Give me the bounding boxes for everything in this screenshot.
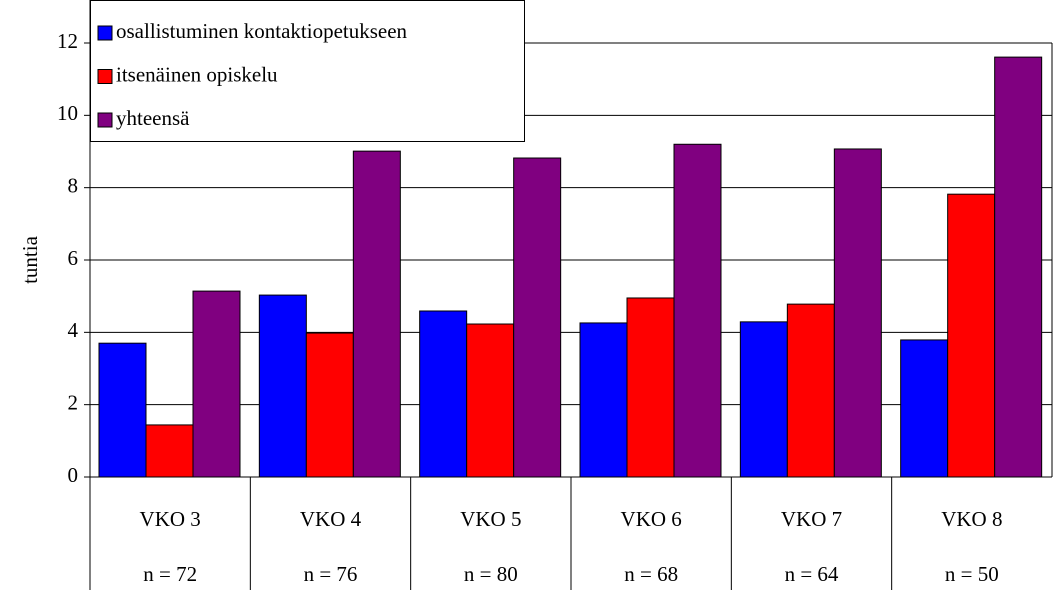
legend-label: yhteensä xyxy=(116,106,190,130)
y-tick-label: 10 xyxy=(57,101,78,125)
x-tick-label: VKO 6 xyxy=(621,507,682,531)
bar xyxy=(466,323,515,478)
n-label: n = 76 xyxy=(304,562,358,586)
bar xyxy=(145,424,194,478)
y-axis-label: tuntia xyxy=(18,235,42,284)
bar xyxy=(305,332,354,478)
legend-swatch xyxy=(97,25,113,41)
legend-swatch xyxy=(97,69,113,84)
bar xyxy=(786,303,835,478)
y-tick-label: 4 xyxy=(68,318,79,342)
bar xyxy=(947,193,996,478)
bar xyxy=(192,290,241,478)
y-tick-label: 12 xyxy=(57,29,78,53)
bar xyxy=(352,150,401,478)
x-tick-label: VKO 3 xyxy=(140,507,201,531)
x-tick-label: VKO 5 xyxy=(460,507,521,531)
x-tick-label: VKO 7 xyxy=(781,507,842,531)
y-tick-label: 2 xyxy=(68,390,79,414)
bar xyxy=(579,322,628,478)
n-label: n = 50 xyxy=(945,562,999,586)
x-tick-label: VKO 8 xyxy=(941,507,1002,531)
legend-swatch xyxy=(97,112,113,128)
legend-box xyxy=(90,0,525,142)
legend-label: itsenäinen opiskelu xyxy=(116,62,278,86)
bar xyxy=(98,342,147,478)
n-label: n = 68 xyxy=(624,562,678,586)
bar xyxy=(833,148,882,478)
n-label: n = 72 xyxy=(143,562,197,586)
y-tick-label: 0 xyxy=(68,463,79,487)
n-label: n = 64 xyxy=(785,562,839,586)
bar xyxy=(739,321,788,478)
bar xyxy=(626,297,675,478)
n-label: n = 80 xyxy=(464,562,518,586)
y-tick-label: 8 xyxy=(68,173,79,197)
y-tick-label: 6 xyxy=(68,246,79,270)
bar xyxy=(900,339,949,478)
bar xyxy=(258,294,307,478)
bar xyxy=(994,56,1043,478)
x-tick-label: VKO 4 xyxy=(300,507,362,531)
bar xyxy=(419,310,468,478)
legend-label: osallistuminen kontaktiopetukseen xyxy=(116,19,408,43)
bar xyxy=(673,143,722,478)
bar xyxy=(513,157,562,478)
